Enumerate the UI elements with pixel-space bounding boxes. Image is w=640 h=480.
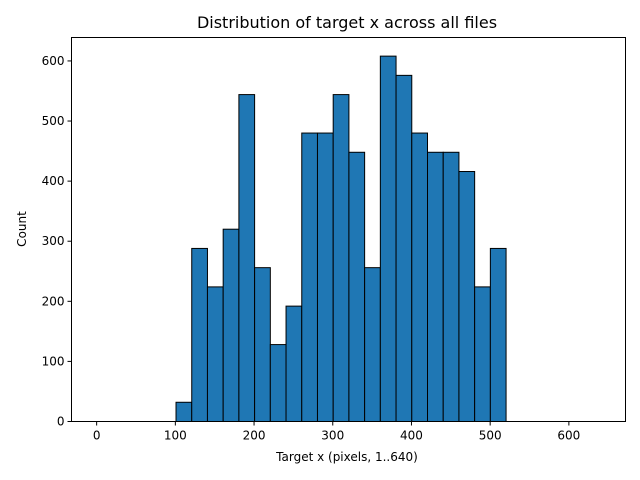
x-tick-label: 0 [93, 429, 101, 443]
histogram-bar [316, 132, 334, 423]
x-tick-label: 500 [479, 429, 502, 443]
bars-group [175, 55, 507, 423]
x-tick-label: 100 [164, 429, 187, 443]
histogram-bar [427, 151, 444, 422]
histogram-bar [474, 286, 491, 423]
histogram-bar [285, 305, 303, 422]
histogram-bar [301, 132, 318, 423]
y-tick-label: 400 [42, 174, 65, 188]
x-axis-ticks: 0 100 200 300 400 500 600 [93, 421, 580, 443]
x-tick-label: 400 [400, 429, 423, 443]
y-tick-label: 300 [42, 234, 65, 248]
histogram-bar [489, 247, 507, 422]
chart-title: Distribution of target x across all file… [197, 13, 497, 32]
y-axis-ticks: 0 100 200 300 400 500 600 [42, 54, 72, 429]
histogram-bar [442, 151, 460, 422]
histogram-bar [254, 267, 271, 422]
histogram-bar [206, 286, 224, 423]
histogram-bar [364, 267, 381, 422]
histogram-bar [175, 401, 193, 422]
histogram-bar [348, 151, 366, 422]
y-tick-label: 600 [42, 54, 65, 68]
x-tick-label: 200 [243, 429, 266, 443]
histogram-bar [238, 94, 256, 422]
plot-frame [71, 37, 626, 422]
x-tick-label: 300 [321, 429, 344, 443]
histogram-bar [379, 55, 397, 422]
x-tick-label: 600 [557, 429, 580, 443]
y-tick-label: 200 [42, 294, 65, 308]
y-tick-label: 500 [42, 114, 65, 128]
histogram-bar [269, 344, 287, 422]
histogram-bar [395, 74, 413, 423]
histogram-bar [458, 171, 476, 422]
y-axis-label: Count [15, 211, 29, 247]
histogram-bar [222, 228, 240, 422]
y-tick-label: 0 [57, 415, 65, 429]
y-tick-label: 100 [42, 354, 65, 368]
histogram-bar [411, 132, 428, 423]
histogram-bar [332, 94, 350, 422]
histogram-bar [191, 247, 208, 422]
x-axis-label: Target x (pixels, 1..640) [275, 450, 418, 464]
